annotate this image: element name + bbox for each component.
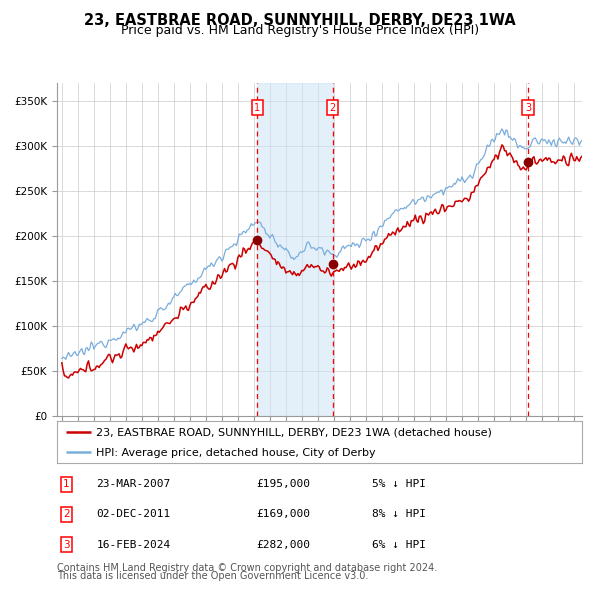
Text: 6% ↓ HPI: 6% ↓ HPI <box>372 540 426 550</box>
Text: HPI: Average price, detached house, City of Derby: HPI: Average price, detached house, City… <box>97 448 376 458</box>
Text: 2: 2 <box>63 510 70 519</box>
Text: 1: 1 <box>63 479 70 489</box>
Text: 16-FEB-2024: 16-FEB-2024 <box>97 540 170 550</box>
Text: Contains HM Land Registry data © Crown copyright and database right 2024.: Contains HM Land Registry data © Crown c… <box>57 562 437 572</box>
Text: This data is licensed under the Open Government Licence v3.0.: This data is licensed under the Open Gov… <box>57 571 368 581</box>
Text: 1: 1 <box>254 103 260 113</box>
Bar <box>528 83 582 416</box>
Text: 23-MAR-2007: 23-MAR-2007 <box>97 479 170 489</box>
Text: 3: 3 <box>525 103 531 113</box>
Text: 23, EASTBRAE ROAD, SUNNYHILL, DERBY, DE23 1WA (detached house): 23, EASTBRAE ROAD, SUNNYHILL, DERBY, DE2… <box>97 428 492 438</box>
Text: £195,000: £195,000 <box>257 479 311 489</box>
Bar <box>257 83 332 416</box>
Text: 8% ↓ HPI: 8% ↓ HPI <box>372 510 426 519</box>
Text: 2: 2 <box>329 103 336 113</box>
Text: £169,000: £169,000 <box>257 510 311 519</box>
Text: 23, EASTBRAE ROAD, SUNNYHILL, DERBY, DE23 1WA: 23, EASTBRAE ROAD, SUNNYHILL, DERBY, DE2… <box>84 12 516 28</box>
Text: Price paid vs. HM Land Registry's House Price Index (HPI): Price paid vs. HM Land Registry's House … <box>121 24 479 37</box>
Text: 5% ↓ HPI: 5% ↓ HPI <box>372 479 426 489</box>
Text: 02-DEC-2011: 02-DEC-2011 <box>97 510 170 519</box>
Text: 3: 3 <box>63 540 70 550</box>
Text: £282,000: £282,000 <box>257 540 311 550</box>
